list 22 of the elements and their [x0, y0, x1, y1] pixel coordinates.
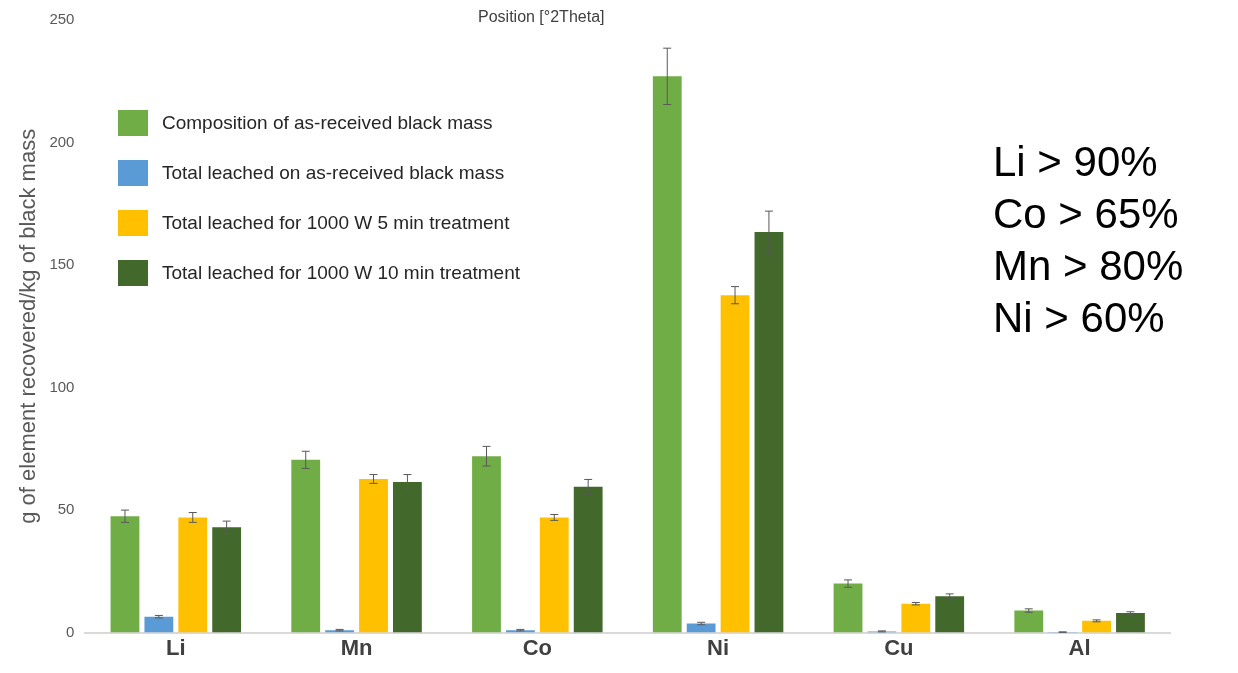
x-tick-label: Cu — [884, 634, 914, 660]
y-tick-label: 100 — [49, 377, 75, 395]
annotation: Li > 90% — [993, 137, 1159, 187]
y-axis-title: g of element recovered/kg of black mass — [15, 128, 41, 524]
annotation: Position [°2Theta] — [478, 8, 605, 26]
annotation: Ni > 60% — [993, 293, 1166, 343]
legend-label: Total leached for 1000 W 5 min treatment — [162, 212, 510, 234]
y-tick-label: 200 — [49, 132, 75, 150]
x-tick-label: Ni — [707, 634, 730, 660]
legend-label: Composition of as-received black mass — [162, 112, 493, 134]
legend-label: Total leached on as-received black mass — [162, 162, 505, 184]
annotation: Co > 65% — [993, 189, 1180, 239]
y-tick-label: 150 — [49, 255, 75, 273]
x-tick-label: Co — [522, 634, 552, 660]
x-tick-label: Al — [1068, 634, 1091, 660]
annotation: Mn > 80% — [993, 241, 1184, 291]
legend-label: Total leached for 1000 W 10 min treatment — [162, 262, 521, 284]
x-tick-label: Mn — [340, 634, 373, 660]
x-tick-label: Li — [166, 634, 186, 660]
y-tick-label: 0 — [66, 622, 75, 640]
y-tick-label: 50 — [57, 500, 75, 518]
y-tick-label: 250 — [49, 10, 75, 28]
